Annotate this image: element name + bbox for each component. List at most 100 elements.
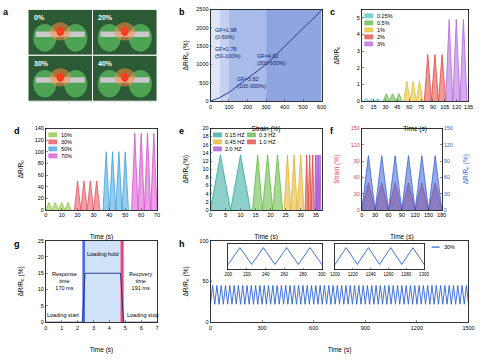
svg-text:30: 30	[372, 212, 378, 218]
svg-text:12: 12	[202, 158, 208, 164]
svg-text:1: 1	[60, 325, 63, 331]
svg-text:300: 300	[318, 272, 326, 277]
svg-text:75: 75	[418, 104, 424, 110]
svg-text:400: 400	[280, 104, 289, 110]
svg-text:0.25%: 0.25%	[377, 13, 393, 19]
svg-text:20%: 20%	[98, 14, 113, 21]
svg-text:0.5%: 0.5%	[377, 20, 390, 26]
svg-text:20: 20	[38, 254, 44, 260]
svg-text:0: 0	[205, 319, 208, 325]
svg-text:1: 1	[357, 81, 360, 87]
svg-text:1%: 1%	[377, 27, 385, 33]
svg-text:g: g	[14, 239, 20, 249]
svg-text:600: 600	[309, 325, 318, 331]
svg-text:ΔR/R₀ (%): ΔR/R₀ (%)	[17, 266, 25, 296]
svg-text:30: 30	[444, 191, 450, 197]
svg-text:6: 6	[140, 325, 143, 331]
svg-text:100: 100	[199, 238, 208, 244]
svg-text:5: 5	[357, 15, 360, 21]
svg-text:3: 3	[357, 48, 360, 54]
svg-text:0: 0	[44, 212, 47, 218]
svg-text:25: 25	[283, 212, 289, 218]
svg-text:Loading start: Loading start	[47, 312, 79, 318]
svg-text:300: 300	[261, 104, 270, 110]
svg-text:1260: 1260	[383, 272, 394, 277]
svg-text:150: 150	[444, 125, 453, 131]
svg-text:0: 0	[44, 325, 47, 331]
svg-text:180: 180	[437, 212, 446, 218]
svg-text:30: 30	[298, 212, 304, 218]
svg-text:150: 150	[424, 212, 433, 218]
svg-text:2%: 2%	[377, 34, 385, 40]
svg-text:120: 120	[411, 212, 420, 218]
svg-text:4: 4	[357, 31, 360, 37]
svg-text:60: 60	[406, 104, 412, 110]
svg-text:ΔR/R₀: ΔR/R₀	[333, 46, 340, 65]
svg-text:e: e	[179, 126, 184, 136]
svg-text:20: 20	[202, 125, 208, 131]
svg-text:18: 18	[202, 133, 208, 139]
svg-text:60: 60	[354, 174, 360, 180]
svg-text:5: 5	[41, 303, 44, 309]
svg-text:25: 25	[38, 238, 44, 244]
svg-text:15: 15	[38, 270, 44, 276]
svg-text:ΔR/R₀ (%): ΔR/R₀ (%)	[182, 266, 190, 296]
svg-text:0: 0	[357, 207, 360, 213]
svg-text:Time (s): Time (s)	[90, 346, 114, 354]
svg-text:200: 200	[224, 272, 232, 277]
svg-text:30: 30	[354, 191, 360, 197]
svg-text:1220: 1220	[348, 272, 359, 277]
svg-text:90: 90	[444, 158, 450, 164]
svg-text:200: 200	[243, 104, 252, 110]
svg-text:0: 0	[205, 98, 208, 104]
svg-text:50%: 50%	[61, 146, 72, 152]
svg-text:0%: 0%	[34, 14, 45, 21]
svg-text:0: 0	[444, 207, 447, 213]
svg-text:4: 4	[108, 325, 111, 331]
svg-text:0: 0	[209, 212, 212, 218]
svg-text:500: 500	[199, 80, 208, 86]
svg-text:5: 5	[124, 325, 127, 331]
svg-text:0: 0	[41, 319, 44, 325]
svg-text:2000: 2000	[196, 25, 208, 31]
svg-text:7: 7	[156, 325, 159, 331]
svg-text:35: 35	[313, 212, 319, 218]
svg-text:60: 60	[38, 172, 44, 178]
svg-text:120: 120	[351, 142, 360, 148]
svg-text:1500: 1500	[196, 43, 208, 49]
svg-text:220: 220	[243, 272, 251, 277]
svg-text:GF=4.92(300-600%): GF=4.92(300-600%)	[257, 53, 286, 66]
svg-text:120: 120	[444, 142, 453, 148]
svg-text:2500: 2500	[196, 6, 208, 12]
svg-text:Strain (%): Strain (%)	[252, 125, 281, 133]
svg-text:30%: 30%	[61, 139, 72, 145]
svg-text:GF=3.82(100-300%): GF=3.82(100-300%)	[237, 76, 266, 89]
svg-text:100: 100	[224, 104, 233, 110]
svg-text:GF=2.78(50-100%): GF=2.78(50-100%)	[215, 46, 241, 59]
svg-text:c: c	[330, 7, 335, 17]
svg-text:60: 60	[444, 174, 450, 180]
svg-text:140: 140	[35, 125, 44, 131]
svg-text:Loading stop: Loading stop	[127, 312, 159, 318]
svg-text:ΔR/R₀ (%): ΔR/R₀ (%)	[462, 154, 470, 184]
svg-text:a: a	[3, 7, 9, 17]
svg-text:Recoverytime191 ms: Recoverytime191 ms	[129, 271, 152, 291]
svg-text:1000: 1000	[196, 61, 208, 67]
svg-text:0: 0	[209, 104, 212, 110]
svg-text:20: 20	[38, 195, 44, 201]
svg-text:0: 0	[41, 207, 44, 213]
svg-text:300: 300	[257, 325, 266, 331]
svg-text:10: 10	[59, 212, 65, 218]
svg-text:0: 0	[360, 104, 363, 110]
svg-text:6: 6	[205, 182, 208, 188]
svg-text:0: 0	[205, 207, 208, 213]
svg-text:45: 45	[394, 104, 400, 110]
svg-text:3: 3	[92, 325, 95, 331]
svg-text:600: 600	[317, 104, 326, 110]
svg-text:10: 10	[237, 212, 243, 218]
svg-text:90: 90	[399, 212, 405, 218]
svg-text:15: 15	[371, 104, 377, 110]
svg-text:1300: 1300	[419, 272, 430, 277]
svg-text:30%: 30%	[34, 60, 49, 67]
svg-text:900: 900	[361, 325, 370, 331]
